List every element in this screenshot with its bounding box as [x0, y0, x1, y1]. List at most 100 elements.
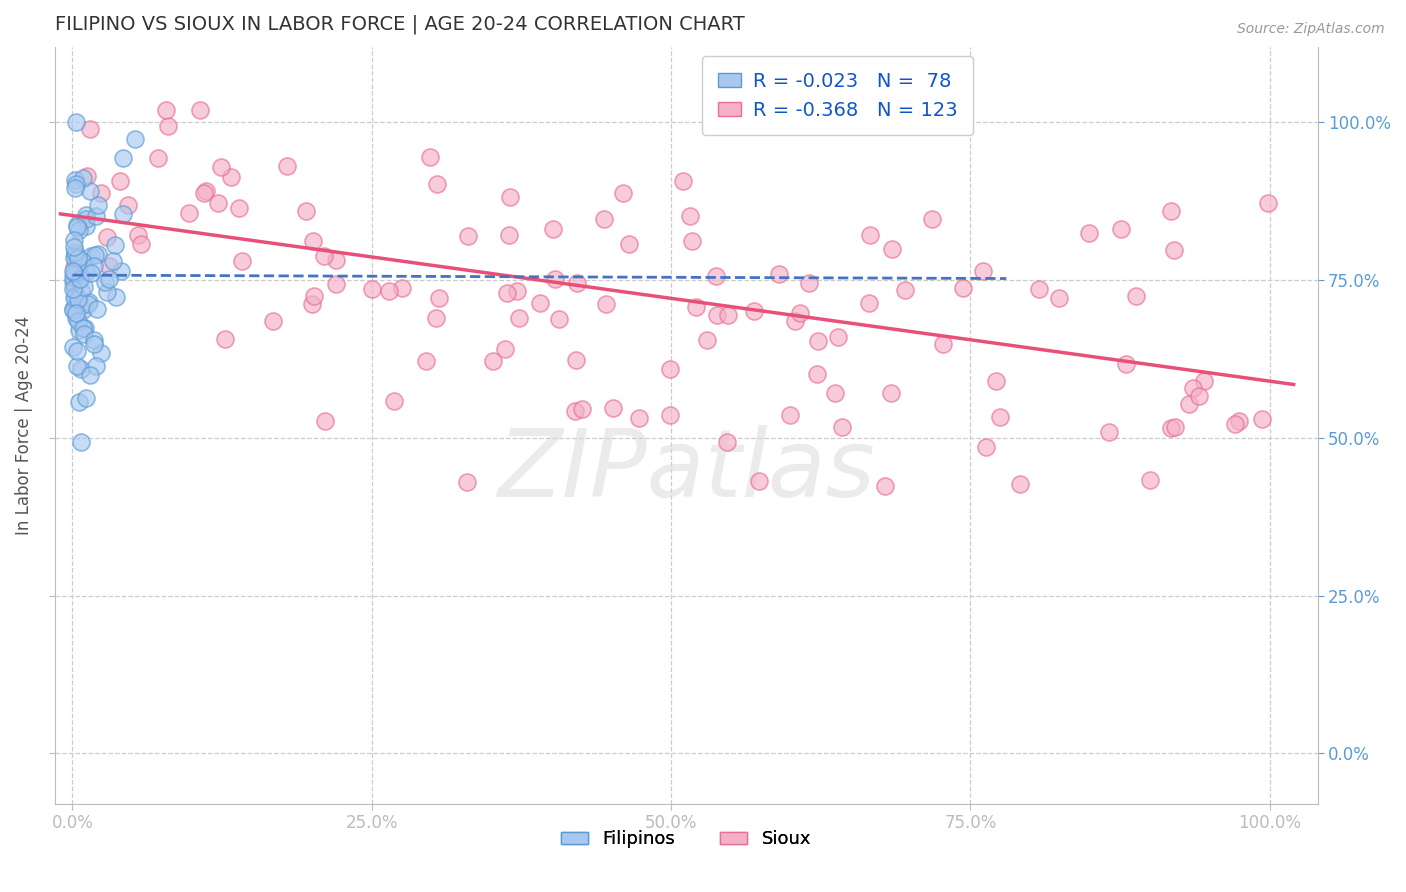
- Point: [499, 190, 522, 204]
- Point: [880, 242, 903, 256]
- Point: [84, 209, 107, 223]
- Point: [87, 247, 110, 261]
- Point: [302, 289, 325, 303]
- Point: [84, 359, 107, 373]
- Point: [301, 235, 323, 249]
- Point: [67, 395, 90, 409]
- Point: [1139, 473, 1161, 487]
- Point: [83, 259, 105, 273]
- Point: [67, 323, 90, 337]
- Point: [858, 228, 880, 243]
- Point: [1192, 375, 1215, 389]
- Point: [179, 206, 201, 220]
- Point: [482, 354, 505, 368]
- Point: [360, 282, 382, 296]
- Point: [325, 253, 347, 268]
- Point: [564, 403, 586, 417]
- Point: [207, 196, 229, 211]
- Point: [66, 343, 89, 358]
- Point: [62, 303, 84, 318]
- Text: Source: ZipAtlas.com: Source: ZipAtlas.com: [1237, 22, 1385, 37]
- Point: [1115, 357, 1137, 371]
- Point: [894, 283, 917, 297]
- Point: [456, 475, 478, 490]
- Point: [593, 211, 616, 226]
- Point: [72, 171, 94, 186]
- Point: [83, 337, 105, 351]
- Point: [831, 419, 853, 434]
- Point: [66, 220, 89, 235]
- Point: [127, 228, 149, 243]
- Point: [742, 303, 765, 318]
- Point: [75, 264, 97, 278]
- Point: [295, 203, 318, 218]
- Point: [932, 337, 955, 351]
- Point: [377, 284, 399, 298]
- Point: [62, 340, 84, 354]
- Point: [66, 272, 89, 286]
- Point: [66, 292, 89, 306]
- Point: [72, 253, 94, 268]
- Point: [619, 236, 641, 251]
- Point: [628, 410, 651, 425]
- Point: [457, 228, 479, 243]
- Point: [65, 306, 87, 320]
- Point: [79, 122, 101, 136]
- Point: [86, 301, 108, 316]
- Point: [87, 198, 110, 212]
- Point: [65, 173, 87, 187]
- Point: [717, 308, 740, 322]
- Point: [90, 345, 112, 359]
- Point: [193, 186, 215, 201]
- Point: [63, 282, 86, 296]
- Point: [75, 212, 97, 227]
- Point: [1177, 397, 1199, 411]
- Point: [98, 272, 121, 286]
- Point: [547, 311, 569, 326]
- Point: [104, 290, 127, 304]
- Point: [75, 209, 97, 223]
- Point: [1098, 425, 1121, 439]
- Point: [195, 184, 218, 198]
- Point: [541, 222, 564, 236]
- Point: [1163, 243, 1185, 257]
- Point: [262, 314, 284, 328]
- Point: [73, 280, 96, 294]
- Point: [1223, 417, 1246, 432]
- Point: [66, 264, 89, 278]
- Point: [101, 253, 124, 268]
- Point: [63, 289, 86, 303]
- Point: [1164, 420, 1187, 434]
- Point: [595, 297, 617, 311]
- Point: [799, 277, 821, 291]
- Point: [921, 212, 943, 227]
- Point: [494, 343, 516, 357]
- Point: [382, 394, 405, 409]
- Point: [1257, 196, 1279, 211]
- Point: [70, 284, 93, 298]
- Point: [984, 374, 1007, 388]
- Point: [1251, 412, 1274, 426]
- Point: [75, 321, 97, 335]
- Point: [427, 291, 450, 305]
- Point: [972, 264, 994, 278]
- Point: [506, 285, 529, 299]
- Point: [209, 160, 232, 174]
- Point: [108, 173, 131, 187]
- Point: [69, 272, 91, 286]
- Point: [498, 227, 520, 242]
- Point: [974, 440, 997, 454]
- Point: [80, 249, 103, 263]
- Point: [672, 174, 695, 188]
- Point: [111, 151, 134, 165]
- Point: [602, 401, 624, 415]
- Point: [75, 391, 97, 405]
- Point: [496, 286, 519, 301]
- Point: [858, 295, 880, 310]
- Point: [783, 314, 806, 328]
- Point: [66, 218, 89, 232]
- Point: [83, 247, 105, 261]
- Point: [706, 308, 728, 322]
- Point: [988, 409, 1011, 424]
- Point: [129, 237, 152, 252]
